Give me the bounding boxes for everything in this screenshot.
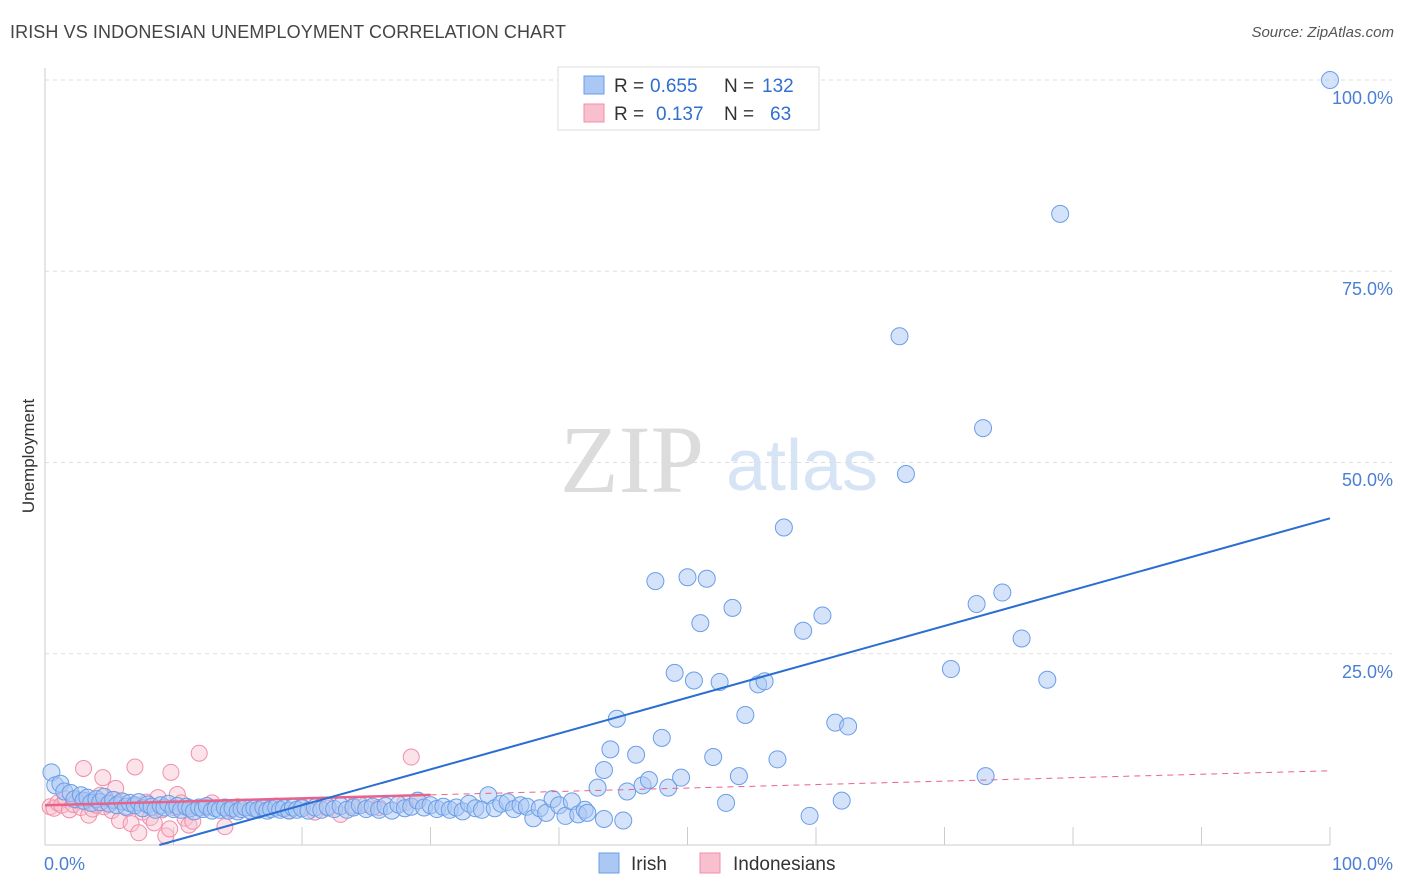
irish-point — [774, 518, 793, 537]
irish-point — [896, 464, 915, 483]
legend-indonesians-r-label: R = — [614, 104, 644, 125]
irish-point — [684, 671, 703, 690]
irish-point — [832, 791, 851, 810]
indonesians-point — [75, 760, 93, 777]
irish-point — [704, 748, 723, 767]
irish-point — [974, 419, 993, 438]
irish-point — [594, 761, 613, 780]
irish-point — [1038, 670, 1057, 689]
irish-point — [627, 745, 646, 764]
indonesians-point — [130, 824, 148, 842]
legend-indonesians-n-value: 63 — [770, 104, 791, 125]
legend-indonesians-r-value: 0.137 — [656, 104, 704, 125]
irish-point — [1012, 629, 1031, 648]
irish-point — [659, 778, 678, 797]
irish-point — [691, 614, 710, 633]
y-tick-label-50: 50.0% — [1342, 470, 1393, 490]
watermark-atlas: atlas — [726, 426, 878, 506]
irish-point — [800, 806, 819, 825]
irish-point — [993, 583, 1012, 602]
gridlines — [45, 79, 1392, 655]
irish-points — [42, 71, 1339, 830]
irish-point — [941, 660, 960, 679]
irish-trendline — [159, 517, 1331, 846]
indonesians-point — [402, 748, 420, 766]
irish-point — [736, 705, 755, 724]
legend-indonesians-n-label: N = — [724, 104, 754, 125]
y-tick-label-100: 100.0% — [1332, 88, 1393, 108]
x-tick-label-100: 100.0% — [1332, 854, 1393, 874]
bottom-legend-irish-label: Irish — [631, 854, 667, 875]
irish-point — [967, 595, 986, 614]
legend-irish-r-label: R = — [614, 76, 644, 97]
legend-irish-n-label: N = — [724, 76, 754, 97]
legend-irish-n-value: 132 — [762, 76, 794, 97]
irish-point — [601, 740, 620, 759]
x-axis-ticks — [44, 827, 1331, 845]
irish-point — [813, 606, 832, 625]
bottom-legend-indonesians-swatch — [699, 852, 721, 874]
irish-point — [717, 793, 736, 812]
irish-point — [839, 717, 858, 736]
irish-point — [768, 750, 787, 769]
watermark-zip: ZIP — [560, 406, 704, 513]
irish-point — [665, 663, 684, 682]
indonesians-point — [94, 769, 112, 787]
bottom-legend-irish-swatch — [598, 852, 620, 874]
bottom-legend-indonesians-label: Indonesians — [733, 854, 835, 875]
legend-irish-r-value: 0.655 — [650, 76, 698, 97]
irish-point — [594, 809, 613, 828]
irish-point — [578, 803, 597, 822]
y-axis-label: Unemployment — [19, 399, 38, 514]
source-credit: Source: ZipAtlas.com — [1251, 24, 1394, 41]
series-legend: Irish Indonesians — [598, 852, 835, 875]
irish-point — [639, 770, 658, 789]
irish-point — [618, 782, 637, 801]
irish-point — [678, 568, 697, 587]
irish-point — [614, 811, 633, 830]
irish-point — [697, 569, 716, 588]
indonesians-trendline-solid — [44, 793, 431, 807]
irish-point — [710, 673, 729, 692]
y-tick-label-25: 25.0% — [1342, 662, 1393, 682]
irish-point — [672, 768, 691, 787]
irish-point — [723, 598, 742, 617]
indonesians-point — [162, 763, 180, 781]
irish-point — [1321, 71, 1339, 89]
irish-point — [646, 572, 665, 591]
legend-irish-swatch — [583, 75, 605, 95]
irish-point — [794, 621, 813, 640]
indonesians-point — [161, 820, 179, 838]
x-tick-label-0: 0.0% — [44, 854, 85, 874]
irish-point — [652, 728, 671, 747]
irish-point — [890, 327, 909, 346]
legend-indonesians-swatch — [583, 103, 605, 123]
irish-point — [1051, 204, 1070, 223]
irish-point — [588, 778, 607, 797]
y-tick-label-75: 75.0% — [1342, 279, 1393, 299]
indonesians-trendline-dashed — [430, 770, 1331, 796]
indonesians-point — [190, 744, 208, 762]
irish-point — [729, 767, 748, 786]
indonesians-point — [126, 758, 144, 776]
irish-point — [976, 767, 995, 786]
trendlines — [44, 517, 1331, 846]
stats-legend: R = 0.655 N = 132 R = 0.137 N = 63 — [557, 66, 820, 131]
chart-title: IRISH VS INDONESIAN UNEMPLOYMENT CORRELA… — [10, 22, 567, 42]
